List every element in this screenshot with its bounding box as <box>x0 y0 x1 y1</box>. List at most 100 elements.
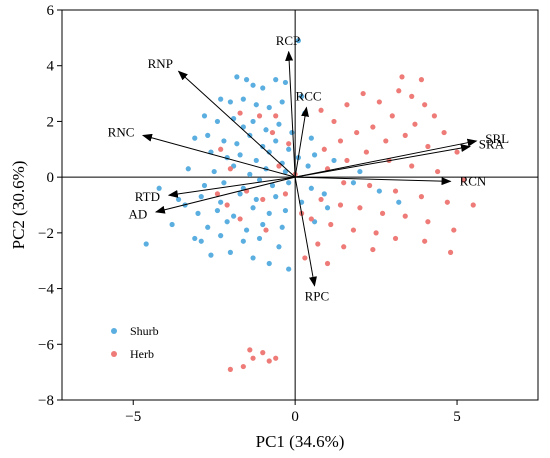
point-herb <box>250 355 256 361</box>
vector-sra <box>295 144 471 178</box>
point-herb <box>425 143 431 150</box>
point-herb <box>237 110 243 116</box>
point-herb <box>237 216 243 222</box>
point-herb <box>308 216 314 222</box>
point-shurb <box>231 213 237 219</box>
point-shurb <box>195 210 201 216</box>
vector-label-rcp: RCP <box>276 33 301 48</box>
point-herb <box>360 90 366 97</box>
point-herb <box>344 157 350 164</box>
point-herb <box>422 102 428 108</box>
point-shurb <box>308 135 314 141</box>
point-shurb <box>237 152 243 158</box>
point-shurb <box>234 74 240 80</box>
x-tick-label: 5 <box>453 409 461 425</box>
point-shurb <box>311 152 318 158</box>
point-shurb <box>266 210 272 216</box>
vector-rcn <box>295 176 452 186</box>
point-herb <box>444 199 450 205</box>
point-shurb <box>266 149 272 155</box>
point-herb <box>218 146 224 152</box>
point-shurb <box>286 266 292 272</box>
point-shurb <box>396 199 402 205</box>
point-herb <box>247 347 253 353</box>
point-shurb <box>221 180 227 186</box>
point-shurb <box>240 96 246 102</box>
point-herb <box>224 202 230 208</box>
point-shurb <box>357 168 363 175</box>
point-shurb <box>376 188 382 194</box>
point-shurb <box>286 180 292 186</box>
point-shurb <box>250 118 256 125</box>
point-herb <box>240 363 246 370</box>
point-shurb <box>231 116 237 122</box>
point-shurb <box>243 77 250 83</box>
point-herb <box>350 227 357 233</box>
point-herb <box>273 355 279 361</box>
point-herb <box>409 93 415 99</box>
point-shurb <box>192 235 198 242</box>
point-shurb <box>221 138 227 144</box>
y-tick-label: 6 <box>47 3 55 19</box>
point-shurb <box>211 168 217 175</box>
point-herb <box>286 141 292 147</box>
point-shurb <box>240 238 246 244</box>
point-shurb <box>214 207 221 214</box>
point-herb <box>260 350 266 356</box>
y-tick-label: −6 <box>38 337 54 353</box>
vector-rpc <box>294 177 317 287</box>
vector-label-rtd: RTD <box>135 189 160 204</box>
point-herb <box>363 149 369 155</box>
y-tick-label: −4 <box>38 282 54 298</box>
point-shurb <box>305 163 311 169</box>
point-herb <box>214 191 221 197</box>
point-shurb <box>282 207 289 214</box>
point-shurb <box>266 104 272 111</box>
point-herb <box>409 163 415 169</box>
point-herb <box>376 99 382 105</box>
point-shurb <box>273 138 279 144</box>
legend: Shurb Herb <box>111 324 159 361</box>
vector-label-rcc: RCC <box>296 89 322 104</box>
point-herb <box>315 241 321 247</box>
point-herb <box>392 235 399 242</box>
point-herb <box>389 113 395 119</box>
point-herb <box>451 227 457 233</box>
point-herb <box>370 246 376 253</box>
point-herb <box>318 107 324 113</box>
point-shurb <box>218 233 224 239</box>
point-shurb <box>243 227 250 233</box>
point-herb <box>454 149 460 155</box>
point-shurb <box>269 182 276 189</box>
point-shurb <box>256 177 263 183</box>
point-herb <box>273 113 279 119</box>
point-shurb <box>198 194 204 200</box>
point-herb <box>399 74 405 80</box>
point-shurb <box>279 99 285 105</box>
point-herb <box>260 196 266 203</box>
point-shurb <box>234 141 240 147</box>
point-shurb <box>201 113 208 119</box>
vector-rtd <box>167 176 296 198</box>
point-herb <box>321 146 327 152</box>
y-axis: −8 −6 −4 −2 0 2 4 6 <box>38 3 62 409</box>
point-shurb <box>276 244 282 250</box>
point-shurb <box>308 185 314 191</box>
legend-marker-shurb <box>111 328 117 334</box>
point-herb <box>266 358 272 364</box>
point-shurb <box>237 191 243 197</box>
legend-label-herb: Herb <box>130 347 154 361</box>
point-herb <box>276 163 282 169</box>
vector-rcc <box>294 106 309 178</box>
vector-rnp <box>177 70 296 178</box>
point-shurb <box>324 205 331 211</box>
point-shurb <box>253 102 259 108</box>
point-herb <box>470 202 476 208</box>
point-shurb <box>273 77 279 83</box>
x-axis-title: PC1 (34.6%) <box>256 432 345 451</box>
vector-rnc <box>141 133 296 178</box>
point-shurb <box>208 252 214 258</box>
point-herb <box>227 166 233 172</box>
